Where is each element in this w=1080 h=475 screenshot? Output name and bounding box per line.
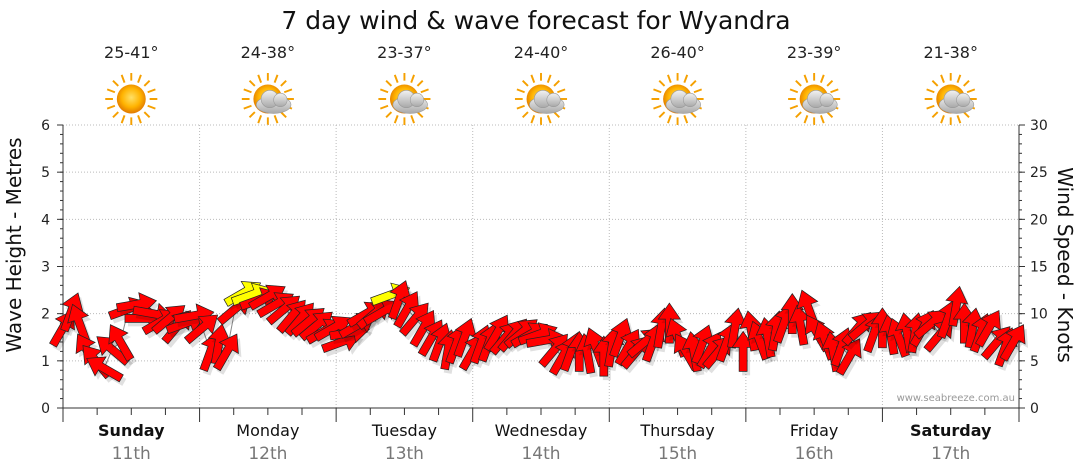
day-temp: 24-40° <box>514 43 569 62</box>
day-name: Wednesday <box>495 421 588 440</box>
day-temp: 23-39° <box>787 43 842 62</box>
partly-cloudy-icon <box>378 73 430 125</box>
day-date: 17th <box>931 444 970 464</box>
y-right-label: Wind Speed - Knots <box>1053 167 1077 363</box>
wind-arrow <box>975 309 1001 348</box>
partly-cloudy-icon <box>925 73 977 125</box>
y-right-tick: 0 <box>1030 401 1039 417</box>
wind-arrow <box>835 338 862 376</box>
day-temp: 26-40° <box>650 43 705 62</box>
y-left-tick: 6 <box>41 118 50 134</box>
day-name: Tuesday <box>371 421 437 440</box>
partly-cloudy-icon <box>652 73 704 125</box>
day-name: Monday <box>236 421 299 440</box>
partly-cloudy-icon <box>242 73 294 125</box>
day-name: Thursday <box>639 421 714 440</box>
wind-arrow <box>393 291 420 329</box>
wind-arrow <box>453 317 477 358</box>
wind-arrow <box>86 356 124 383</box>
chart-title: 7 day wind & wave forecast for Wyandra <box>281 6 790 35</box>
day-name: Friday <box>790 421 839 440</box>
wind-arrows <box>49 280 1029 386</box>
wind-arrow <box>212 333 239 372</box>
day-date: 12th <box>248 444 287 464</box>
y-left-tick: 2 <box>41 307 50 323</box>
wind-arrow <box>398 302 429 337</box>
credit-text: www.seabreeze.com.au <box>897 393 1015 404</box>
y-left-tick: 0 <box>41 401 50 417</box>
wind-arrow <box>409 309 436 348</box>
sunny-icon <box>104 72 159 126</box>
y-left-tick: 4 <box>41 212 50 228</box>
day-temp: 23-37° <box>377 43 432 62</box>
y-right-tick: 20 <box>1030 212 1048 228</box>
day-date: 14th <box>521 444 560 464</box>
wind-arrow <box>945 285 969 327</box>
y-left-label: Wave Height - Metres <box>2 137 26 352</box>
wind-arrow <box>183 314 219 345</box>
y-left-tick: 1 <box>41 354 50 370</box>
daily-header: 25-41° Sunday 11th 24-38° Monday 12th 23-37° Tu… <box>98 43 992 464</box>
y-right-tick: 30 <box>1030 118 1048 134</box>
day-name: Sunday <box>98 421 165 440</box>
y-right-tick: 25 <box>1030 165 1048 181</box>
day-date: 11th <box>112 444 151 464</box>
partly-cloudy-icon <box>788 73 840 125</box>
day-temp: 21-38° <box>923 43 978 62</box>
day-date: 16th <box>795 444 834 464</box>
y-left-tick: 5 <box>41 165 50 181</box>
y-right-tick: 10 <box>1030 307 1048 323</box>
y-right-tick: 5 <box>1030 354 1039 370</box>
wind-arrow <box>780 293 804 335</box>
day-name: Saturday <box>910 421 992 440</box>
day-temp: 25-41° <box>104 43 159 62</box>
day-temp: 24-38° <box>241 43 296 62</box>
wind-arrow <box>788 304 812 346</box>
y-left-tick: 3 <box>41 260 50 276</box>
day-date: 13th <box>385 444 424 464</box>
day-date: 15th <box>658 444 697 464</box>
wind-arrow <box>108 324 135 362</box>
wind-arrow <box>999 324 1026 362</box>
wind-arrow <box>67 303 91 344</box>
y-right-tick: 15 <box>1030 260 1048 276</box>
partly-cloudy-icon <box>515 73 567 125</box>
grid: 0 1 2 3 4 5 6 0 5 10 15 20 25 30 <box>41 118 1048 422</box>
